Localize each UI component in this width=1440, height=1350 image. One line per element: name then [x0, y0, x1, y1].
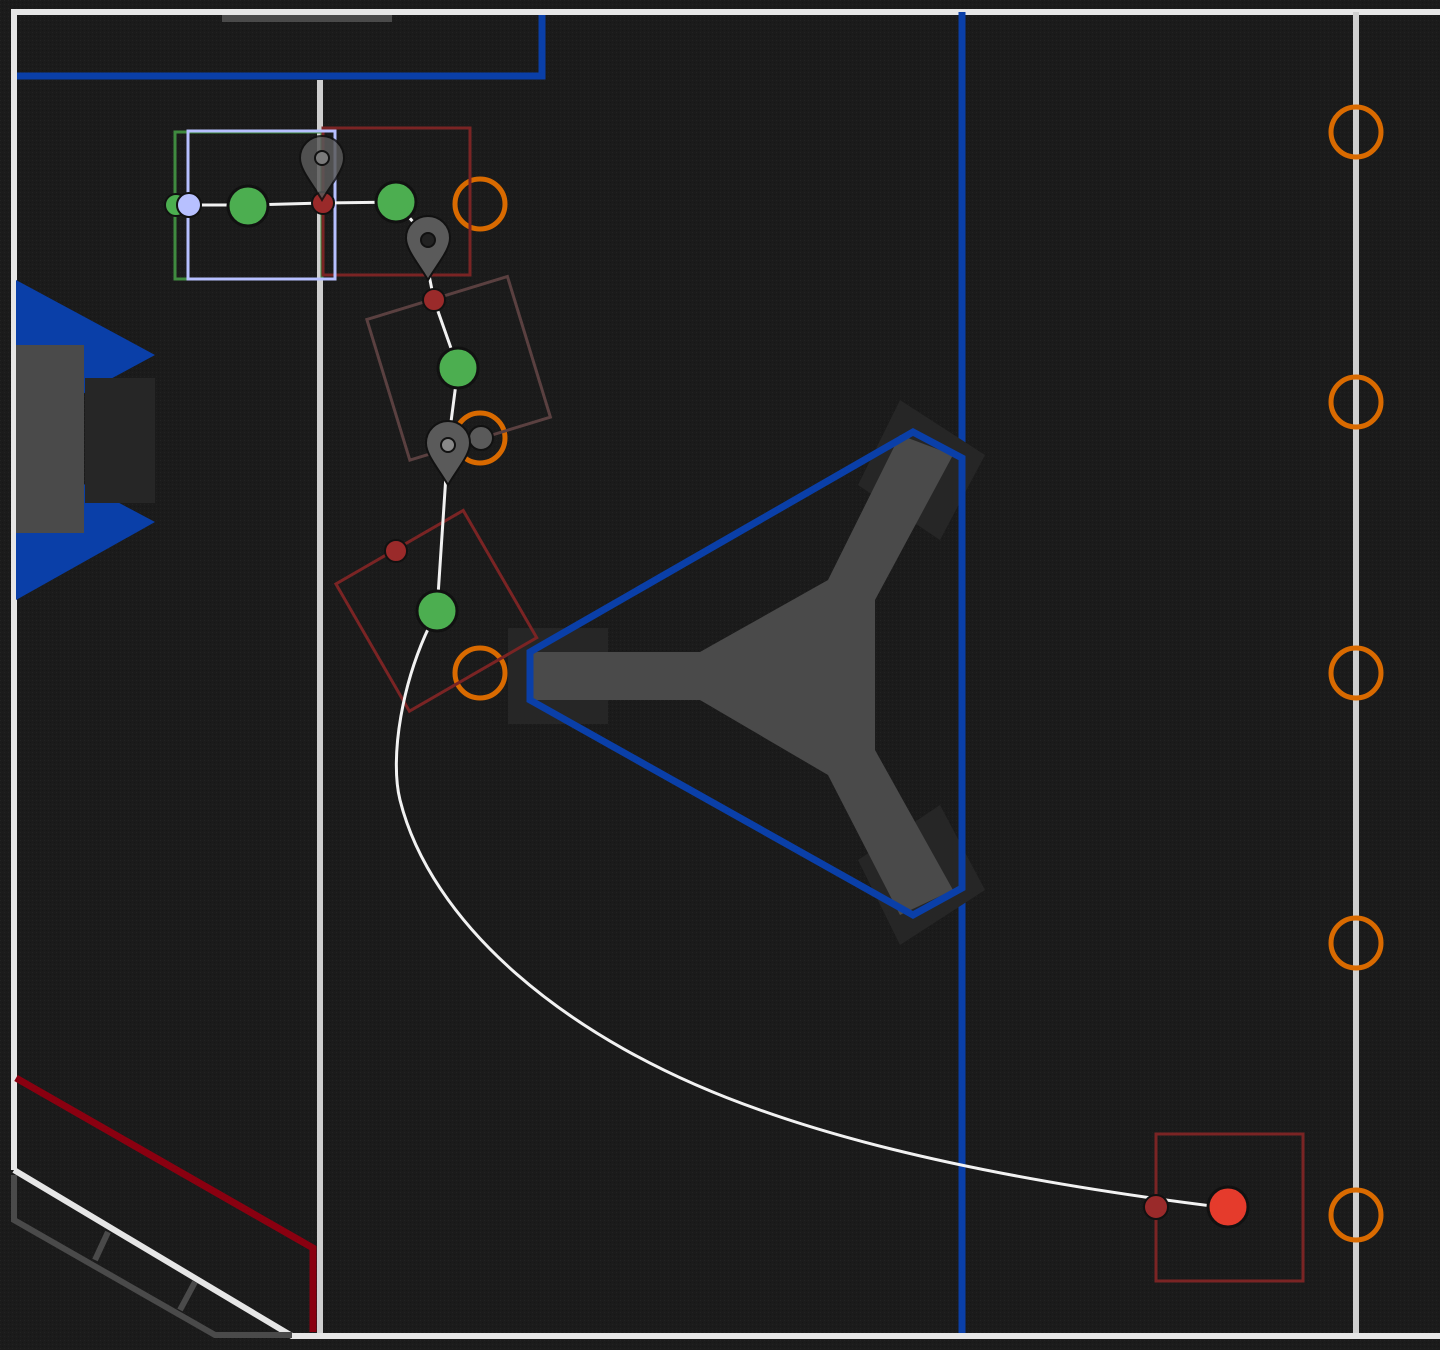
waypoint-start[interactable] — [176, 192, 202, 218]
waypoint-end[interactable] — [1206, 1185, 1250, 1229]
note-ring-icon — [452, 645, 508, 701]
event-marker-map-pin-icon[interactable] — [404, 215, 452, 282]
heading-handle[interactable] — [384, 539, 408, 563]
path-curve[interactable] — [189, 200, 1229, 1210]
control-handle[interactable] — [468, 425, 494, 451]
waypoint[interactable] — [436, 346, 480, 390]
source-divider — [177, 1280, 198, 1312]
note-ring-icon — [1328, 374, 1384, 430]
heading-handle[interactable] — [422, 288, 446, 312]
waypoint[interactable] — [374, 180, 418, 224]
note-ring-icon — [452, 176, 508, 232]
waypoint[interactable] — [226, 184, 270, 228]
event-marker-map-pin-icon[interactable] — [298, 135, 346, 202]
source-divider — [92, 1230, 111, 1262]
wing-line-blue — [14, 10, 546, 80]
speaker-base — [85, 378, 155, 503]
source-station — [11, 1175, 292, 1338]
note-ring-icon — [1328, 645, 1384, 701]
speaker-structure — [16, 345, 84, 533]
waypoint[interactable] — [415, 589, 459, 633]
heading-handle[interactable] — [1143, 1194, 1169, 1220]
stage-legs — [530, 435, 953, 915]
stage-structure — [508, 400, 985, 945]
note-ring-icon — [1328, 104, 1384, 160]
event-marker-map-pin-icon[interactable] — [424, 420, 472, 487]
stage-outline — [526, 428, 966, 920]
note-ring-icon — [1328, 1187, 1384, 1243]
note-ring-icon — [1328, 915, 1384, 971]
red-source-line — [14, 1074, 317, 1332]
